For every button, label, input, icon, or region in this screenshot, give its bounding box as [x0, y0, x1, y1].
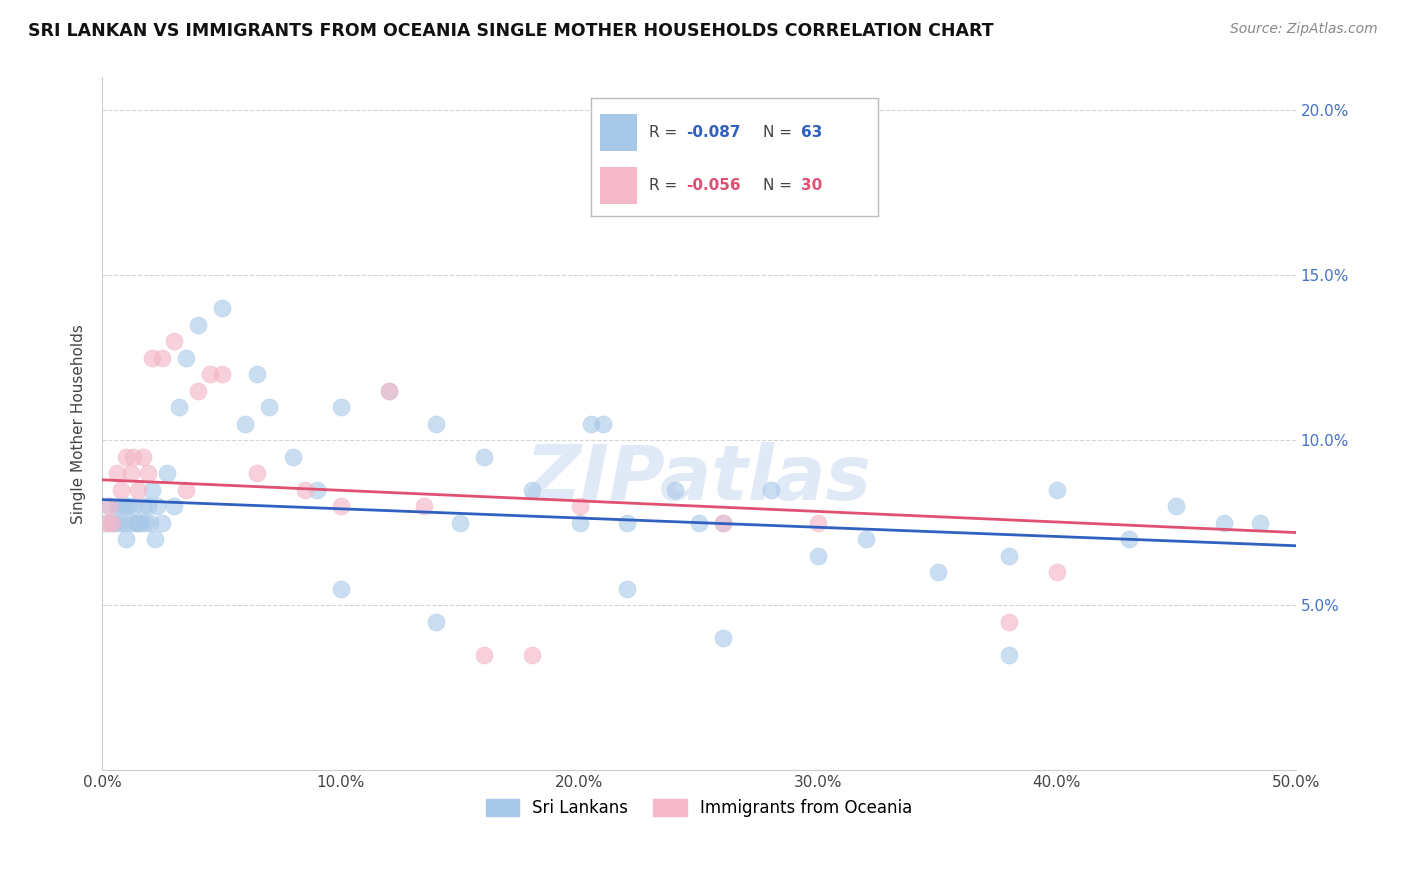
- Point: [1118, 532, 1140, 546]
- Y-axis label: Single Mother Households: Single Mother Households: [72, 324, 86, 524]
- Point: [127, 516, 149, 530]
- Point: [187, 384, 209, 398]
- Point: [211, 368, 233, 382]
- Point: [187, 318, 209, 332]
- Point: [711, 631, 734, 645]
- Point: [329, 499, 352, 513]
- Point: [174, 483, 197, 497]
- Point: [103, 516, 125, 530]
- Point: [120, 466, 142, 480]
- Point: [1213, 516, 1236, 530]
- Point: [472, 648, 495, 662]
- Point: [998, 615, 1021, 629]
- Point: [167, 401, 190, 415]
- Point: [616, 516, 638, 530]
- Point: [259, 401, 281, 415]
- Point: [156, 466, 179, 480]
- Legend: Sri Lankans, Immigrants from Oceania: Sri Lankans, Immigrants from Oceania: [479, 792, 920, 824]
- Point: [664, 483, 686, 497]
- Point: [100, 516, 122, 530]
- Point: [711, 516, 734, 530]
- Point: [235, 417, 257, 431]
- Point: [855, 532, 877, 546]
- Point: [136, 466, 159, 480]
- Point: [283, 450, 305, 464]
- Point: [105, 499, 128, 513]
- Point: [688, 516, 710, 530]
- Point: [132, 450, 155, 464]
- Point: [294, 483, 316, 497]
- Point: [1166, 499, 1188, 513]
- Point: [108, 516, 131, 530]
- Point: [163, 334, 186, 349]
- Point: [124, 516, 146, 530]
- Point: [141, 351, 163, 365]
- Text: ZIPatlas: ZIPatlas: [526, 442, 872, 516]
- Point: [425, 615, 447, 629]
- Point: [150, 351, 173, 365]
- Point: [136, 499, 159, 513]
- Point: [520, 648, 543, 662]
- Point: [998, 549, 1021, 563]
- Point: [115, 450, 138, 464]
- Point: [711, 516, 734, 530]
- Point: [115, 499, 138, 513]
- Point: [592, 417, 614, 431]
- Point: [132, 499, 155, 513]
- Point: [413, 499, 436, 513]
- Point: [246, 466, 269, 480]
- Point: [163, 499, 186, 513]
- Point: [110, 483, 132, 497]
- Point: [998, 648, 1021, 662]
- Point: [377, 384, 399, 398]
- Point: [120, 516, 142, 530]
- Point: [211, 301, 233, 316]
- Point: [110, 499, 132, 513]
- Point: [927, 565, 949, 579]
- Point: [129, 516, 152, 530]
- Point: [96, 516, 118, 530]
- Point: [246, 368, 269, 382]
- Point: [305, 483, 328, 497]
- Point: [122, 499, 145, 513]
- Point: [568, 499, 591, 513]
- Point: [568, 516, 591, 530]
- Point: [1046, 483, 1069, 497]
- Point: [112, 516, 135, 530]
- Point: [329, 582, 352, 596]
- Point: [581, 417, 603, 431]
- Point: [122, 450, 145, 464]
- Point: [329, 401, 352, 415]
- Point: [520, 483, 543, 497]
- Point: [377, 384, 399, 398]
- Point: [150, 516, 173, 530]
- Point: [174, 351, 197, 365]
- Point: [134, 516, 156, 530]
- Point: [616, 582, 638, 596]
- Point: [198, 368, 221, 382]
- Point: [100, 516, 122, 530]
- Point: [449, 516, 471, 530]
- Point: [807, 516, 830, 530]
- Text: SRI LANKAN VS IMMIGRANTS FROM OCEANIA SINGLE MOTHER HOUSEHOLDS CORRELATION CHART: SRI LANKAN VS IMMIGRANTS FROM OCEANIA SI…: [28, 22, 994, 40]
- Point: [127, 483, 149, 497]
- Point: [807, 549, 830, 563]
- Point: [117, 499, 139, 513]
- Point: [143, 532, 166, 546]
- Point: [115, 532, 138, 546]
- Point: [759, 483, 782, 497]
- Point: [105, 466, 128, 480]
- Point: [1249, 516, 1271, 530]
- Point: [472, 450, 495, 464]
- Text: Source: ZipAtlas.com: Source: ZipAtlas.com: [1230, 22, 1378, 37]
- Point: [98, 499, 121, 513]
- Point: [98, 499, 121, 513]
- Point: [141, 483, 163, 497]
- Point: [425, 417, 447, 431]
- Point: [139, 516, 162, 530]
- Point: [146, 499, 169, 513]
- Point: [96, 516, 118, 530]
- Point: [1046, 565, 1069, 579]
